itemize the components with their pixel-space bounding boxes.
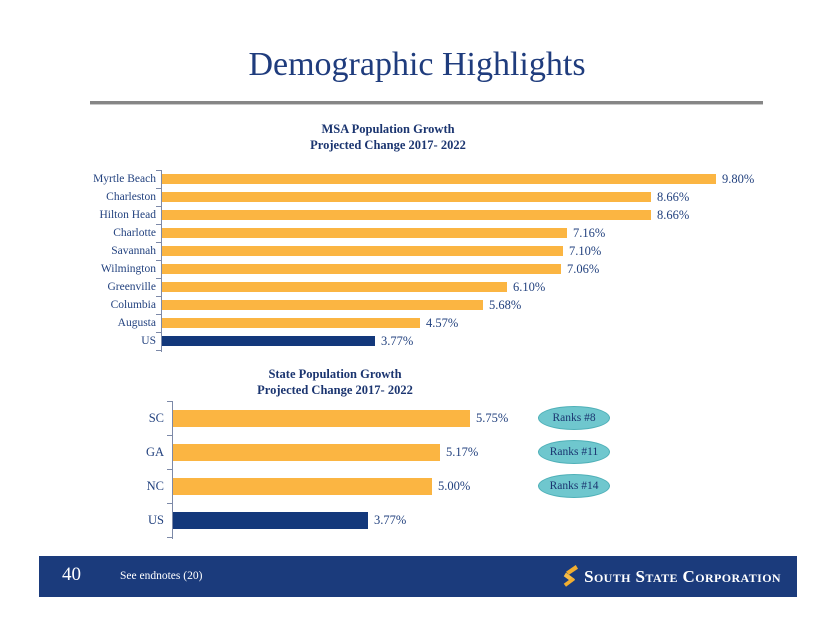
category-label: Greenville <box>107 281 156 293</box>
rank-badge: Ranks #8 <box>538 406 610 430</box>
axis-tick <box>156 170 161 171</box>
category-label: Columbia <box>110 299 156 311</box>
axis-tick <box>156 314 161 315</box>
axis-tick <box>167 537 172 538</box>
category-label: NC <box>146 479 164 493</box>
value-label: 7.16% <box>573 226 606 240</box>
category-label: Charleston <box>106 191 156 203</box>
axis-tick <box>156 332 161 333</box>
y-axis <box>172 401 173 539</box>
southstate-s-icon <box>563 564 579 587</box>
page-title: Demographic Highlights <box>248 46 586 83</box>
bar <box>162 336 375 346</box>
state-chart-title-line1: State Population Growth <box>268 367 402 381</box>
bar <box>173 444 440 461</box>
axis-tick <box>156 206 161 207</box>
bar <box>173 478 432 495</box>
company-logo: South State Corporation <box>563 556 781 597</box>
value-label: 5.17% <box>446 445 479 459</box>
value-label: 8.66% <box>657 190 690 204</box>
axis-tick <box>156 224 161 225</box>
category-label: Hilton Head <box>99 209 156 221</box>
axis-tick <box>156 188 161 189</box>
axis-tick <box>156 278 161 279</box>
bar <box>173 410 470 427</box>
rank-badge: Ranks #11 <box>538 440 610 464</box>
category-label: US <box>141 335 156 347</box>
category-label: GA <box>145 445 164 459</box>
bar <box>162 300 483 310</box>
msa-chart-title-line2: Projected Change 2017- 2022 <box>310 138 466 152</box>
category-label: Myrtle Beach <box>93 173 156 185</box>
axis-tick <box>156 350 161 351</box>
rank-badge: Ranks #14 <box>538 474 610 498</box>
state-chart-title-line2: Projected Change 2017- 2022 <box>257 383 413 397</box>
value-label: 7.10% <box>569 244 602 258</box>
bar <box>162 228 567 238</box>
value-label: 3.77% <box>374 513 407 527</box>
bar <box>162 264 561 274</box>
footer-bar: 40 See endnotes (20) South State Corpora… <box>39 556 797 597</box>
bar <box>162 174 716 184</box>
category-label: Augusta <box>117 317 156 329</box>
value-label: 8.66% <box>657 208 690 222</box>
y-axis <box>161 170 162 352</box>
state-chart-title: State Population Growth Projected Change… <box>135 366 535 398</box>
state-growth-chart: SC 5.75% Ranks #8 GA 5.17% Ranks #11 NC 5.00% Ra… <box>120 401 780 541</box>
msa-chart-title: MSA Population Growth Projected Change 2… <box>188 121 588 153</box>
value-label: 5.75% <box>476 411 509 425</box>
msa-chart-title-line1: MSA Population Growth <box>321 122 455 136</box>
axis-tick <box>156 242 161 243</box>
bar <box>173 512 368 529</box>
value-label: 4.57% <box>426 316 459 330</box>
category-label: SC <box>148 411 164 425</box>
title-divider <box>90 101 763 105</box>
bar <box>162 192 651 202</box>
value-label: 3.77% <box>381 334 414 348</box>
axis-tick <box>167 401 172 402</box>
bar <box>162 210 651 220</box>
bar <box>162 246 563 256</box>
axis-tick <box>167 435 172 436</box>
category-label: Savannah <box>111 245 156 257</box>
value-label: 9.80% <box>722 172 755 186</box>
value-label: 5.00% <box>438 479 471 493</box>
value-label: 5.68% <box>489 298 522 312</box>
category-label: Wilmington <box>100 263 156 275</box>
msa-growth-chart: Myrtle Beach 9.80% Charleston 8.66% Hilton H… <box>60 170 800 354</box>
axis-tick <box>167 469 172 470</box>
page-number: 40 <box>62 564 81 585</box>
bar <box>162 318 420 328</box>
company-name: South State Corporation <box>584 566 781 586</box>
endnotes-reference: See endnotes (20) <box>120 570 203 582</box>
category-label: US <box>148 513 164 527</box>
value-label: 6.10% <box>513 280 546 294</box>
bar <box>162 282 507 292</box>
axis-tick <box>156 296 161 297</box>
axis-tick <box>167 503 172 504</box>
value-label: 7.06% <box>567 262 600 276</box>
axis-tick <box>156 260 161 261</box>
category-label: Charlotte <box>113 227 156 239</box>
